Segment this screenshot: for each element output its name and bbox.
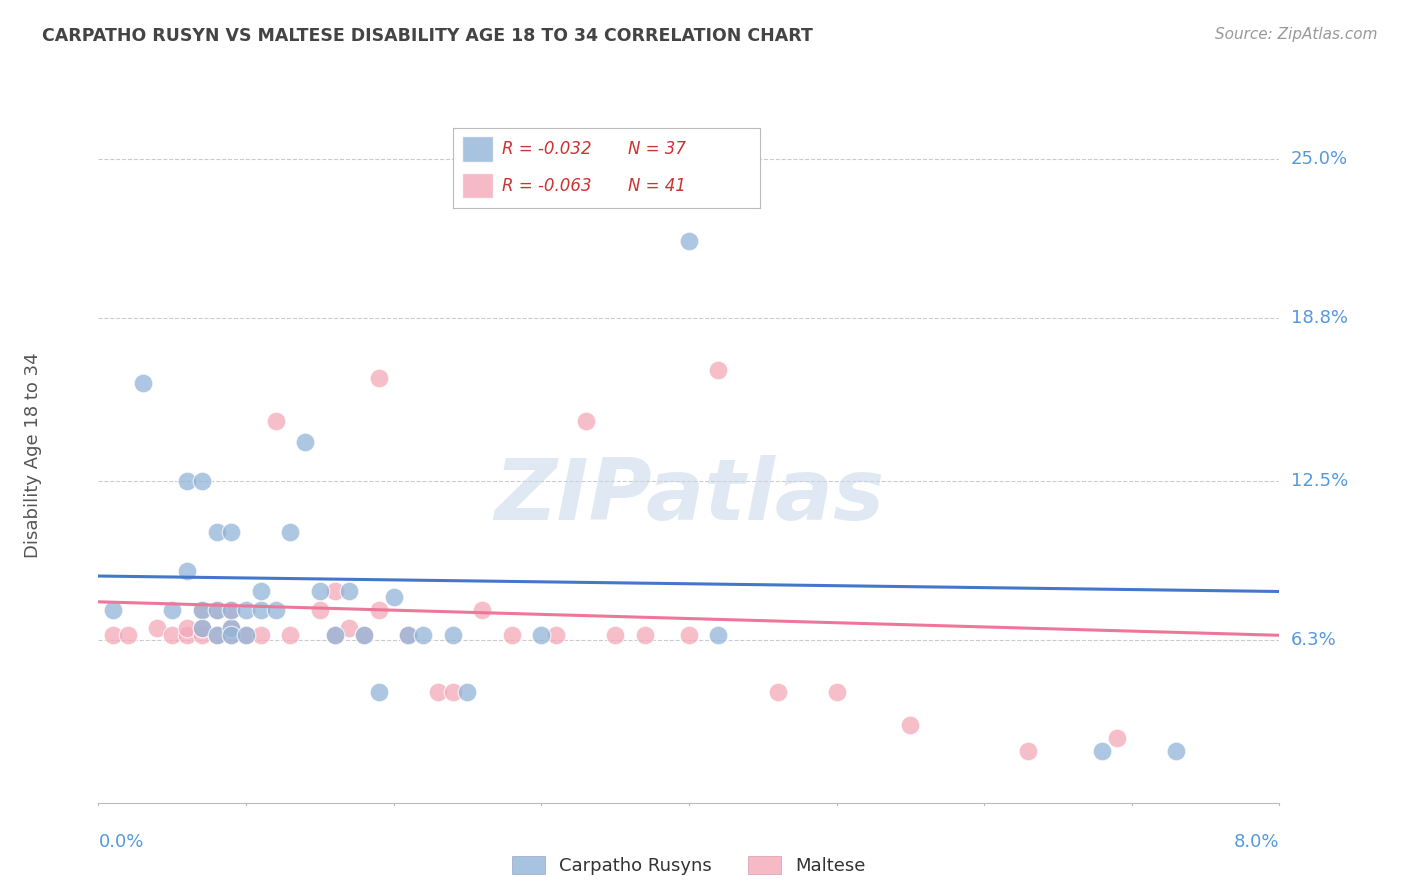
Point (323, 584, 346, 599)
Legend: Carpatho Rusyns, Maltese: Carpatho Rusyns, Maltese (503, 847, 875, 884)
Point (191, 621, 214, 635)
Point (191, 628, 214, 642)
Point (308, 602, 332, 616)
Point (337, 621, 360, 635)
Point (426, 685, 449, 699)
Point (308, 584, 332, 599)
Point (264, 602, 287, 616)
Point (103, 628, 124, 642)
Point (176, 628, 198, 642)
Point (176, 564, 198, 578)
Point (235, 628, 257, 642)
Point (103, 602, 124, 616)
Point (278, 525, 301, 540)
Point (825, 685, 848, 699)
Point (219, 628, 242, 642)
Point (323, 628, 346, 642)
Point (353, 628, 375, 642)
Point (235, 628, 257, 642)
Text: ZIPatlas: ZIPatlas (494, 455, 884, 538)
Text: Disability Age 18 to 34: Disability Age 18 to 34 (24, 352, 42, 558)
Point (250, 602, 273, 616)
Point (132, 376, 155, 390)
Text: 8.0%: 8.0% (1234, 833, 1279, 851)
Point (219, 628, 242, 642)
Point (898, 718, 921, 732)
Point (205, 628, 228, 642)
Point (441, 685, 464, 699)
Point (191, 602, 214, 616)
Text: 12.5%: 12.5% (1291, 472, 1348, 490)
Point (367, 602, 389, 616)
Point (678, 234, 700, 248)
Point (264, 414, 287, 428)
Point (250, 628, 273, 642)
Text: 0.0%: 0.0% (98, 833, 143, 851)
Point (205, 628, 228, 642)
Point (162, 602, 183, 616)
Text: 25.0%: 25.0% (1291, 150, 1348, 168)
Point (678, 628, 700, 642)
Point (530, 628, 553, 642)
Point (574, 414, 596, 428)
Point (191, 474, 214, 488)
Point (412, 628, 434, 642)
Point (501, 628, 523, 642)
Point (1105, 731, 1128, 746)
Point (219, 602, 242, 616)
Point (337, 584, 360, 599)
Point (205, 602, 228, 616)
Point (1164, 744, 1187, 758)
Point (176, 474, 198, 488)
Point (219, 525, 242, 540)
Point (367, 370, 389, 384)
Point (766, 685, 789, 699)
Point (294, 435, 316, 450)
Point (367, 685, 389, 699)
Point (707, 628, 730, 642)
Point (353, 628, 375, 642)
Text: CARPATHO RUSYN VS MALTESE DISABILITY AGE 18 TO 34 CORRELATION CHART: CARPATHO RUSYN VS MALTESE DISABILITY AGE… (42, 27, 813, 45)
Point (707, 363, 730, 377)
Point (191, 621, 214, 635)
Point (250, 584, 273, 599)
Point (456, 685, 478, 699)
Point (278, 628, 301, 642)
Point (382, 590, 405, 604)
Point (323, 628, 346, 642)
Point (219, 621, 242, 635)
Point (396, 628, 419, 642)
Point (544, 628, 567, 642)
Text: Source: ZipAtlas.com: Source: ZipAtlas.com (1215, 27, 1378, 42)
Point (146, 621, 169, 635)
Point (441, 628, 464, 642)
Point (396, 628, 419, 642)
Point (162, 628, 183, 642)
Text: 6.3%: 6.3% (1291, 632, 1336, 649)
Point (205, 525, 228, 540)
Point (191, 602, 214, 616)
Point (471, 602, 494, 616)
Point (205, 602, 228, 616)
Text: 18.8%: 18.8% (1291, 310, 1347, 327)
Point (219, 621, 242, 635)
Point (633, 628, 655, 642)
Point (1017, 744, 1039, 758)
Point (219, 602, 242, 616)
Point (117, 628, 139, 642)
Point (235, 602, 257, 616)
Point (1091, 744, 1114, 758)
Point (605, 628, 627, 642)
Point (176, 621, 198, 635)
